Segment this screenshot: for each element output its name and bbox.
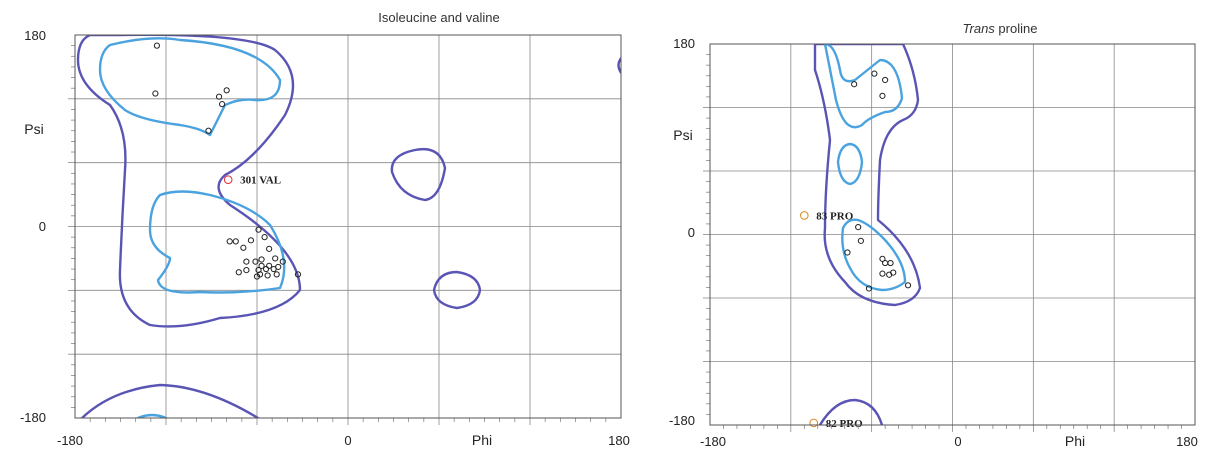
y-axis-label: Psi — [24, 121, 43, 137]
panel-isoleucine-valine: Isoleucine and valine 301 VAL 180 0 -180… — [20, 10, 630, 448]
tick-labels: 180 0 -180 -180 0 180 — [20, 28, 630, 448]
data-point — [153, 42, 160, 49]
data-point — [272, 255, 279, 262]
y-axis-label: Psi — [673, 127, 692, 143]
title-rest: proline — [995, 21, 1038, 36]
data-point — [240, 244, 247, 251]
data-point — [857, 237, 864, 244]
inner-contour — [841, 218, 907, 292]
data-point — [266, 262, 273, 269]
inner-contour — [148, 190, 286, 294]
x-tick-label: 0 — [344, 433, 351, 448]
data-point — [851, 81, 858, 88]
residue-label: 82 PRO — [826, 418, 863, 430]
plot-area: 83 PRO 82 PRO — [703, 43, 1196, 432]
highlighted-point — [800, 211, 809, 220]
plot-frame — [74, 34, 622, 419]
chart-title: Trans proline — [963, 21, 1038, 36]
x-tick-label: -180 — [57, 433, 83, 448]
plot-area: 301 VAL — [68, 34, 622, 425]
data-point — [226, 238, 233, 245]
data-point — [275, 263, 282, 271]
panel-trans-proline: Trans proline 83 PRO 82 PRO 180 0 -180 -1… — [669, 21, 1198, 449]
residue-label: 301 VAL — [240, 175, 281, 187]
y-tick-label: 180 — [673, 36, 695, 51]
outer-contour — [813, 44, 922, 307]
residue-label: 83 PRO — [816, 210, 853, 222]
contours — [76, 35, 621, 418]
title-italic: Trans — [963, 21, 996, 36]
chart-title: Isoleucine and valine — [378, 10, 499, 25]
x-tick-label: 180 — [1176, 434, 1198, 449]
inner-contour — [836, 142, 864, 186]
data-point — [887, 259, 894, 267]
y-tick-label: 180 — [24, 28, 46, 43]
y-tick-label: 0 — [688, 225, 695, 240]
data-point — [844, 249, 851, 256]
y-tick-label: 0 — [39, 219, 46, 234]
x-axis-label: Phi — [1065, 433, 1085, 449]
data-point — [247, 237, 255, 244]
outer-contour — [76, 35, 302, 328]
tick-labels: 180 0 -180 -180 0 180 — [669, 36, 1198, 449]
data-point — [879, 255, 886, 262]
data-point — [256, 271, 264, 278]
y-tick-label: -180 — [20, 410, 46, 425]
data-point — [219, 101, 226, 108]
data-point — [294, 271, 302, 278]
x-tick-label: -180 — [700, 434, 726, 449]
outer-contour — [818, 398, 884, 425]
x-tick-label: 0 — [954, 434, 961, 449]
outer-contour — [390, 147, 447, 202]
outer-contour — [80, 383, 260, 418]
data-point — [152, 90, 159, 97]
data-point — [215, 93, 223, 100]
data-point — [882, 76, 889, 84]
data-point — [258, 262, 265, 269]
data-point — [855, 223, 862, 231]
data-point — [264, 272, 271, 279]
data-point — [205, 127, 212, 134]
contours — [813, 44, 922, 425]
inner-contour — [823, 44, 904, 129]
outer-contour — [432, 270, 482, 310]
data-point — [273, 271, 280, 278]
data-point — [232, 238, 239, 245]
data-points: 83 PRO 82 PRO — [800, 70, 912, 430]
y-tick-label: -180 — [669, 413, 695, 428]
data-point — [882, 259, 889, 267]
data-point — [904, 282, 912, 289]
plot-frame — [709, 43, 1196, 426]
inner-contour — [136, 413, 168, 418]
grid — [703, 44, 1195, 432]
data-point — [243, 267, 250, 274]
data-point — [235, 269, 242, 276]
data-point — [252, 258, 259, 265]
data-point — [865, 285, 873, 292]
data-points: 301 VAL — [152, 42, 302, 280]
data-point — [879, 92, 886, 99]
data-point — [258, 256, 265, 263]
x-axis-label: Phi — [472, 432, 492, 448]
data-point — [243, 258, 250, 265]
data-point — [890, 269, 897, 276]
data-point — [261, 234, 268, 241]
data-point — [871, 70, 878, 77]
data-point — [279, 258, 286, 265]
x-tick-label: 180 — [608, 433, 630, 448]
data-point — [266, 245, 273, 252]
highlighted-point — [223, 175, 233, 184]
data-point — [223, 87, 230, 94]
highlighted-point — [809, 418, 819, 428]
data-point — [255, 226, 262, 233]
data-point — [879, 270, 886, 277]
inner-contour — [98, 37, 282, 137]
